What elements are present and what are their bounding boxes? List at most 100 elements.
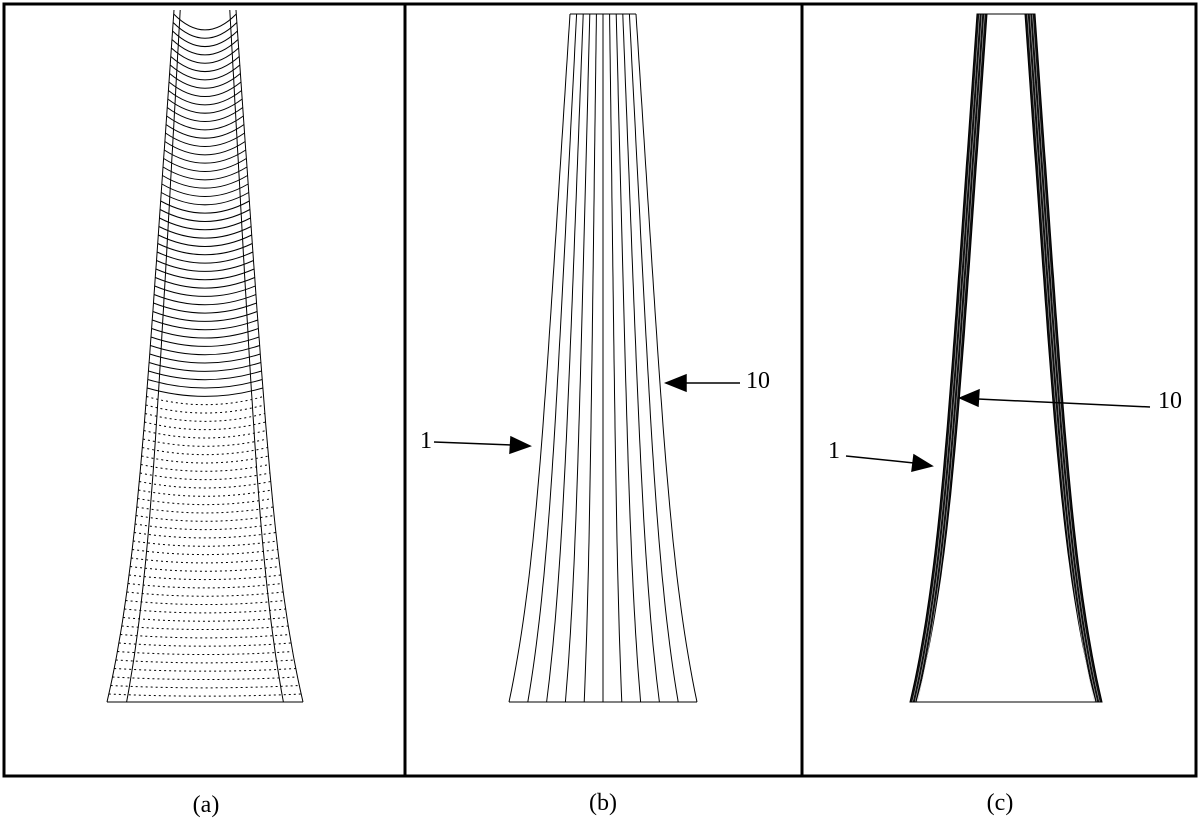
flow-arc: [160, 200, 250, 214]
streamline: [628, 13, 679, 703]
arrows: [433, 373, 1151, 472]
panel-drawings: [106, 9, 1103, 703]
flow-arc: [120, 634, 290, 639]
flow-arc: [112, 676, 298, 681]
flow-arc: [149, 353, 261, 364]
wall-line: [912, 13, 980, 703]
flow-arc: [123, 617, 287, 622]
flow-arc: [145, 413, 265, 422]
flow-arc: [156, 251, 254, 264]
flow-arc: [121, 625, 289, 631]
flow-arc: [173, 13, 237, 31]
outline: [235, 9, 304, 703]
flow-arc: [163, 149, 247, 164]
flow-arc: [168, 90, 242, 106]
flow-arc: [125, 600, 285, 606]
wall-line: [1032, 13, 1100, 703]
caption: (b): [589, 790, 617, 816]
flow-arc: [152, 311, 258, 322]
flow-arc: [163, 158, 247, 172]
flow-arc: [165, 132, 245, 148]
frame: [2, 2, 1198, 778]
flow-arc: [126, 591, 284, 597]
flow-arc: [157, 243, 253, 256]
flow-arc: [108, 693, 302, 697]
flow-arc: [171, 39, 239, 56]
flow-arc: [166, 107, 244, 123]
flow-arc: [140, 464, 270, 472]
flow-arc: [162, 175, 248, 189]
flow-arc: [145, 404, 265, 414]
flow-arc: [117, 651, 293, 656]
flow-arc: [146, 396, 264, 406]
flow-arc: [161, 192, 249, 206]
arrow-line: [845, 455, 915, 464]
flow-arc: [169, 73, 241, 89]
flow-arc: [171, 47, 239, 64]
flow-arc: [170, 56, 240, 73]
arrow-head: [958, 388, 980, 408]
flow-arc: [148, 362, 262, 372]
flow-arc: [138, 489, 272, 497]
flow-arc: [110, 685, 300, 689]
flow-arc: [154, 285, 256, 297]
flow-arc: [136, 506, 274, 514]
flow-arc: [147, 387, 263, 397]
flow-arc: [144, 421, 266, 431]
flow-arc: [155, 268, 255, 281]
flow-arc: [158, 234, 252, 247]
flow-arc: [127, 583, 283, 589]
streamline: [527, 13, 578, 703]
flow-arc: [133, 540, 277, 547]
wall-line: [1027, 13, 1095, 703]
flow-arc: [147, 379, 263, 389]
label: 10: [746, 368, 770, 394]
flow-arc: [162, 166, 248, 181]
arrow-head: [663, 373, 687, 393]
flow-arc: [168, 81, 242, 98]
flow-arc: [134, 523, 276, 531]
wall-line: [1029, 13, 1098, 703]
flow-arc: [167, 98, 243, 114]
flow-arc: [135, 515, 275, 522]
streamline: [609, 13, 623, 703]
flow-arc: [166, 115, 244, 131]
flow-arc: [151, 328, 259, 339]
flow-arc: [128, 574, 282, 581]
flow-arc: [139, 472, 271, 481]
flow-arc: [153, 302, 257, 314]
flow-arc: [153, 294, 257, 306]
streamline: [583, 13, 597, 703]
flow-arc: [141, 455, 269, 464]
flow-arc: [156, 260, 254, 272]
label: 1: [828, 438, 840, 464]
arrow-line: [433, 441, 513, 446]
streamline: [508, 13, 571, 703]
wall-line: [917, 13, 985, 703]
caption: (a): [193, 792, 220, 818]
flow-arc: [165, 124, 245, 139]
flow-arc: [114, 668, 296, 672]
arrow-head: [509, 435, 532, 455]
flow-arc: [158, 226, 252, 239]
flow-arc: [152, 319, 258, 331]
streamline: [635, 13, 698, 703]
flow-arc: [164, 141, 246, 156]
flow-arc: [131, 557, 279, 564]
flow-arc: [172, 30, 238, 48]
flow-arc: [134, 532, 276, 539]
streamline: [622, 13, 660, 703]
wall-line: [914, 13, 983, 703]
flow-arc: [169, 64, 241, 81]
flow-arc: [137, 498, 273, 506]
outline: [106, 9, 175, 703]
flow-arc: [130, 566, 280, 572]
caption: (c): [987, 790, 1014, 816]
flow-arc: [142, 438, 268, 447]
flow-arc: [124, 608, 286, 614]
streamline: [564, 13, 591, 703]
label: 10: [1158, 388, 1182, 414]
flow-arc: [161, 183, 249, 197]
